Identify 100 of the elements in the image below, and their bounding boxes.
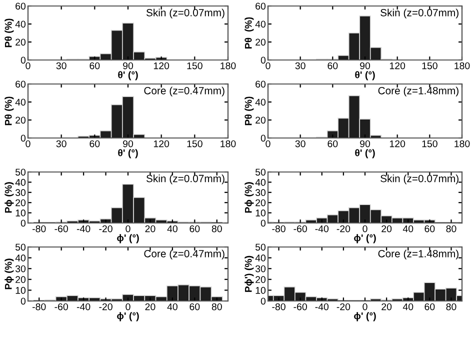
y-tick-label: 40 (255, 20, 266, 28)
annotation: Core (z=0.47mm) (144, 86, 224, 96)
x-tick-label: 60 (190, 303, 200, 310)
x-tick-label: 80 (212, 303, 222, 310)
y-tick-label: 0 (20, 220, 26, 227)
x-axis-title: θ' (°) (355, 71, 375, 80)
x-tick-label: 90 (360, 62, 370, 70)
x-tick-label: -80 (32, 225, 46, 232)
y-tick-label: 0 (260, 298, 266, 305)
x-tick-label: 150 (422, 62, 438, 70)
y-tick-label: 60 (256, 2, 266, 10)
x-tick-label: 80 (446, 225, 456, 232)
annotation: Skin (z=0.07mm) (380, 8, 458, 18)
x-tick-label: 30 (295, 62, 306, 70)
x-tick-label: 60 (328, 140, 338, 148)
y-tick-label: 40 (255, 254, 266, 262)
y-tick-label: 0 (20, 56, 26, 64)
x-tick-label: 90 (123, 62, 134, 70)
y-axis-title: Pθ (%) (244, 17, 254, 48)
y-axis-title: Pϕ') (%) (244, 256, 254, 292)
y-tick-label: 30 (255, 189, 266, 196)
annotation: Skin (z=0.07mm) (146, 174, 224, 184)
x-tick-label: -20 (99, 225, 112, 232)
x-tick-label: 90 (123, 140, 134, 148)
x-axis-title: ϕ' (°) (117, 312, 139, 322)
x-tick-label: 120 (390, 62, 406, 70)
x-tick-label: 0 (126, 303, 130, 310)
y-tick-label: 0 (260, 134, 266, 142)
y-tick-label: 30 (15, 189, 26, 196)
y-tick-label: 20 (16, 199, 26, 206)
x-tick-label: 150 (422, 140, 438, 148)
x-tick-label: 60 (90, 140, 100, 148)
x-tick-label: 40 (402, 303, 414, 310)
x-tick-label: 60 (424, 303, 435, 310)
y-tick-label: 40 (15, 178, 26, 186)
y-tick-label: 40 (15, 254, 26, 262)
y-tick-label: 60 (16, 2, 26, 10)
x-tick-label: 80 (446, 303, 456, 310)
x-tick-label: 120 (154, 62, 170, 70)
x-tick-label: -80 (272, 303, 286, 310)
y-tick-label: 20 (256, 116, 266, 124)
y-tick-label: 20 (16, 116, 26, 124)
x-tick-label: -40 (315, 303, 329, 310)
y-axis-title: Pϕ (%) (4, 258, 14, 290)
y-tick-label: 50 (15, 244, 26, 251)
x-tick-label: -20 (99, 303, 112, 310)
y-tick-label: 40 (255, 98, 266, 106)
x-tick-label: -40 (76, 225, 90, 232)
y-axis-title: Pϕ (%) (244, 182, 254, 213)
x-axis-title: ϕ' (°) (117, 234, 139, 244)
y-tick-label: 20 (256, 276, 266, 284)
annotation: Skin (z=0.07mm) (380, 174, 458, 184)
x-axis-title: ϕ' (°) (354, 312, 376, 322)
x-tick-label: -80 (272, 225, 286, 232)
x-tick-label: 60 (328, 62, 338, 70)
x-tick-label: 150 (187, 62, 202, 70)
x-tick-label: 30 (295, 140, 306, 148)
x-tick-label: -60 (294, 303, 307, 310)
x-tick-label: 60 (190, 225, 200, 232)
x-tick-label: 80 (212, 225, 222, 232)
x-tick-label: -60 (54, 225, 68, 232)
annotation: Core (z=0.47mm) (144, 250, 224, 260)
annotation: Core (z=1.48mm) (378, 250, 458, 260)
x-tick-label: 20 (382, 225, 392, 232)
y-axis-title: Pθ (%) (4, 18, 14, 48)
x-tick-label: -40 (315, 225, 329, 232)
y-tick-label: 40 (15, 98, 26, 106)
x-tick-label: -60 (54, 303, 68, 310)
y-axis-title: Pθ (%) (244, 96, 254, 126)
x-tick-label: 60 (424, 225, 435, 232)
x-axis-title: θ' (°) (355, 149, 375, 158)
annotation: Skin (z=0.07mm) (146, 8, 224, 18)
x-tick-label: -60 (294, 225, 307, 232)
x-tick-label: 40 (167, 303, 178, 310)
x-tick-label: 0 (362, 225, 368, 232)
y-tick-label: 10 (256, 210, 266, 216)
y-tick-label: 0 (20, 298, 26, 305)
x-tick-label: -20 (336, 225, 350, 232)
y-tick-label: 60 (16, 80, 26, 88)
x-axis-title: ϕ' (°) (354, 234, 376, 244)
y-tick-label: 0 (260, 56, 266, 64)
x-tick-label: 180 (454, 140, 470, 148)
x-tick-label: 180 (220, 62, 236, 70)
y-axis-title: Pθ (%) (4, 96, 14, 126)
x-tick-label: 20 (382, 303, 392, 310)
x-tick-label: 60 (90, 62, 100, 70)
y-tick-label: 60 (256, 80, 266, 88)
y-tick-label: 50 (15, 168, 26, 176)
y-tick-label: 30 (255, 265, 266, 272)
y-tick-label: 40 (15, 20, 26, 28)
x-axis-title: θ' (°) (118, 71, 138, 80)
x-tick-label: 40 (167, 225, 178, 232)
x-tick-label: 40 (402, 225, 414, 232)
annotation: Core (z=1.48mm) (378, 86, 458, 96)
x-tick-label: 180 (220, 140, 236, 148)
x-tick-label: 120 (154, 140, 170, 148)
x-tick-label: 0 (362, 303, 368, 310)
y-tick-label: 50 (255, 168, 266, 176)
x-tick-label: -40 (76, 303, 90, 310)
y-tick-label: 10 (16, 210, 26, 216)
